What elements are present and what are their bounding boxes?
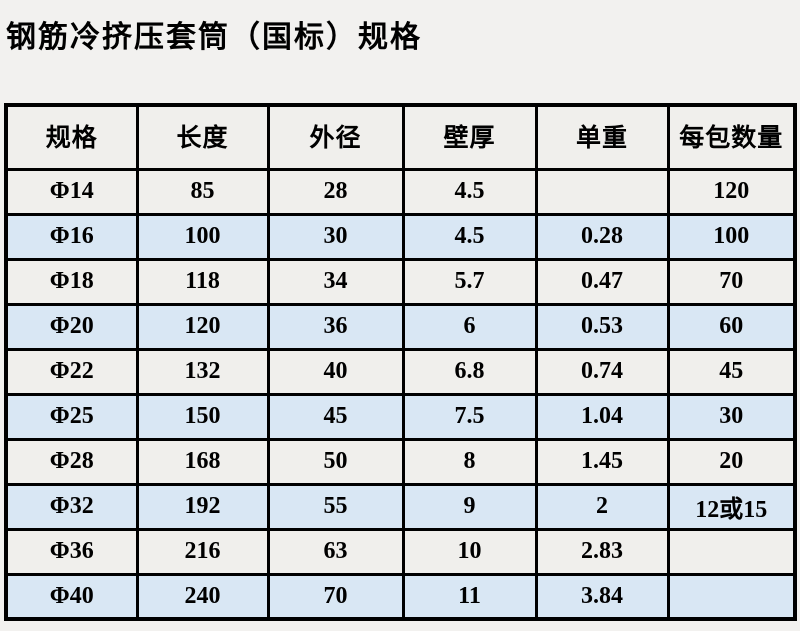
table-cell: 118 <box>135 257 270 306</box>
table-cell: 0.53 <box>534 302 670 351</box>
table-cell: 132 <box>135 347 270 396</box>
table-row-phi32: Φ32 192 55 9 2 12或15 <box>4 482 797 531</box>
table-cell: 0.28 <box>534 212 670 261</box>
table-cell: 55 <box>266 482 405 531</box>
table-cell <box>534 167 670 216</box>
table-cell: 45 <box>266 392 405 441</box>
table-cell: 240 <box>135 572 270 621</box>
table-cell: 70 <box>666 257 797 306</box>
table-cell: Φ18 <box>4 257 139 306</box>
header-unit-weight: 单重 <box>534 103 670 171</box>
table-row-phi36: Φ36 216 63 10 2.83 <box>4 527 797 576</box>
table-cell: 192 <box>135 482 270 531</box>
table-cell: 1.04 <box>534 392 670 441</box>
table-cell: 85 <box>135 167 270 216</box>
table-cell: 12或15 <box>666 482 797 531</box>
header-wall-thickness: 壁厚 <box>401 103 538 171</box>
table-cell: 30 <box>666 392 797 441</box>
table-cell: 4.5 <box>401 212 538 261</box>
table-row-phi22: Φ22 132 40 6.8 0.74 45 <box>4 347 797 396</box>
table-cell: 216 <box>135 527 270 576</box>
table-row-phi28: Φ28 168 50 8 1.45 20 <box>4 437 797 486</box>
page-title: 钢筋冷挤压套筒（国标）规格 <box>6 21 422 54</box>
table-cell: 1.45 <box>534 437 670 486</box>
table-cell: 34 <box>266 257 405 306</box>
table-cell: 2.83 <box>534 527 670 576</box>
table-cell: 0.74 <box>534 347 670 396</box>
table-row-phi20: Φ20 120 36 6 0.53 60 <box>4 302 797 351</box>
table-cell: 5.7 <box>401 257 538 306</box>
table-cell: 168 <box>135 437 270 486</box>
table-cell: 100 <box>135 212 270 261</box>
table-cell: 4.5 <box>401 167 538 216</box>
table-header-row: 规格 长度 外径 壁厚 单重 每包数量 <box>4 103 797 171</box>
table-cell: 120 <box>666 167 797 216</box>
table-cell: Φ32 <box>4 482 139 531</box>
table-cell: 120 <box>135 302 270 351</box>
table-cell: 9 <box>401 482 538 531</box>
header-length: 长度 <box>135 103 270 171</box>
header-spec: 规格 <box>4 103 139 171</box>
table-cell: 40 <box>266 347 405 396</box>
table-row-phi25: Φ25 150 45 7.5 1.04 30 <box>4 392 797 441</box>
table-cell: 6 <box>401 302 538 351</box>
table-cell: Φ28 <box>4 437 139 486</box>
table-cell: Φ14 <box>4 167 139 216</box>
table-cell: 45 <box>666 347 797 396</box>
table-cell: Φ16 <box>4 212 139 261</box>
table-cell: 60 <box>666 302 797 351</box>
table-cell: 3.84 <box>534 572 670 621</box>
table-row-phi18: Φ18 118 34 5.7 0.47 70 <box>4 257 797 306</box>
table-cell: 36 <box>266 302 405 351</box>
table-cell: 20 <box>666 437 797 486</box>
table-row-phi16: Φ16 100 30 4.5 0.28 100 <box>4 212 797 261</box>
table-cell <box>666 572 797 621</box>
table-cell: Φ36 <box>4 527 139 576</box>
header-outer-diameter: 外径 <box>266 103 405 171</box>
spec-table: 规格 长度 外径 壁厚 单重 每包数量 Φ14 85 28 4.5 120 Φ1… <box>4 103 797 621</box>
table-cell: 63 <box>266 527 405 576</box>
header-qty-per-pack: 每包数量 <box>666 103 797 171</box>
table-cell: Φ22 <box>4 347 139 396</box>
table-cell: Φ40 <box>4 572 139 621</box>
table-cell: 50 <box>266 437 405 486</box>
table-cell: 2 <box>534 482 670 531</box>
table-cell: 0.47 <box>534 257 670 306</box>
table-row-phi40: Φ40 240 70 11 3.84 <box>4 572 797 621</box>
table-cell: 11 <box>401 572 538 621</box>
table-cell: 70 <box>266 572 405 621</box>
table-cell: 30 <box>266 212 405 261</box>
table-cell: 10 <box>401 527 538 576</box>
table-cell: 28 <box>266 167 405 216</box>
table-cell: Φ20 <box>4 302 139 351</box>
table-cell: 7.5 <box>401 392 538 441</box>
table-cell: Φ25 <box>4 392 139 441</box>
table-cell: 6.8 <box>401 347 538 396</box>
table-row-phi14: Φ14 85 28 4.5 120 <box>4 167 797 216</box>
table-cell: 100 <box>666 212 797 261</box>
table-cell <box>666 527 797 576</box>
table-cell: 150 <box>135 392 270 441</box>
table-cell: 8 <box>401 437 538 486</box>
